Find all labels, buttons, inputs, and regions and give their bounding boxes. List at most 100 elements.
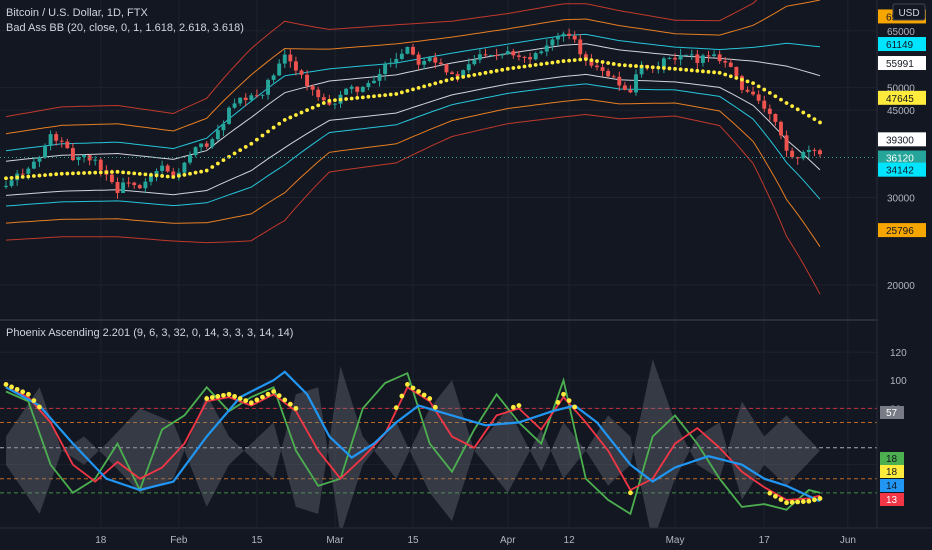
price-badge-label: 34142 [886,166,914,177]
candle-body [149,175,153,182]
osc-signal-dot [276,393,282,399]
basis-dot [522,64,527,69]
basis-dot [31,174,36,178]
basis-dot [277,121,282,126]
basis-dot [388,92,393,97]
osc-signal-dot [561,391,566,397]
candle-body [126,182,131,184]
osc-signal-dot [800,499,806,505]
candle-body [394,58,399,63]
osc-line-green [5,371,821,516]
candle-body [739,76,744,90]
candle-body [734,66,739,77]
basis-dot [617,63,622,67]
basis-dot [795,107,800,112]
osc-signal-dot [767,490,773,496]
candle-body [193,147,198,156]
basis-dot [411,87,415,92]
candle-body [528,57,533,60]
price-badge [878,37,926,52]
basis-dot [717,70,722,75]
candle-body [388,62,393,65]
osc-badge [880,465,904,478]
price-axis-badges: 69495611495599147645393003612013:24:2734… [878,9,926,238]
osc-signal-dot [254,397,260,403]
candle-body [784,135,789,151]
osc-signal-dot [399,393,405,399]
oscillator-pane[interactable] [0,359,877,543]
osc-signal-dot [817,496,823,501]
osc-line-blue [5,370,821,503]
basis-dot [740,77,744,82]
price-tick-label: 30000 [887,194,915,205]
osc-badge-label: 57 [886,408,898,419]
candle-body [316,89,321,98]
osc-signal-dot [282,397,288,403]
candle-body [684,54,689,56]
basis-dot [37,173,42,178]
candle-body [818,150,822,155]
candle-body [539,51,544,54]
basis-dot [204,168,209,173]
candle-body [622,85,627,90]
currency-button[interactable] [892,3,926,21]
candle-body [411,46,415,55]
candle-body [723,61,728,63]
basis-dot [405,88,410,93]
basis-dot [422,84,427,89]
basis-dot [82,171,86,175]
price-pane[interactable] [0,0,875,295]
basis-dot [650,65,655,70]
osc-badge-label: 18 [886,454,898,465]
candle-body [204,143,209,147]
time-axis-label: 12 [564,535,576,546]
basis-dot [193,170,198,175]
candle-body [544,45,549,52]
candle-body [54,134,59,141]
basis-dot [110,170,114,174]
basis-dot [589,58,594,63]
basis-dot [472,72,477,77]
candle-body [639,65,644,75]
candle-body [238,97,243,104]
candle-body [243,97,248,101]
osc-signal-dot [31,398,37,404]
osc-signal-dot [628,490,633,496]
candle-body [751,91,756,95]
basis-dot [9,175,14,180]
basis-dot [266,129,270,134]
basis-dot [706,69,711,74]
candle-body [171,171,176,176]
basis-dot [461,74,466,79]
time-axis-panel[interactable] [0,528,932,550]
candle-body [82,155,87,158]
candle-body [595,65,599,68]
osc-signal-dot [416,389,421,394]
basis-dot [54,172,59,177]
basis-dot [355,96,360,100]
candle-body [154,170,159,176]
candle-body [305,74,310,87]
time-axis-label: 15 [251,535,263,546]
basis-dot [176,174,181,178]
oscillator-area [6,359,820,543]
candlestick-series [4,28,822,199]
band-upper-1.618 [5,33,821,152]
osc-tick-label: 120 [890,348,907,359]
basis-dot [327,98,332,103]
basis-dot [20,175,25,179]
candle-body [416,54,421,65]
band-upper-3.618 [5,0,758,118]
basis-dot [745,79,750,84]
basis-dot [98,170,103,175]
osc-badge-label: 18 [886,467,898,478]
basis-dot [333,98,337,103]
basis-dot [93,170,98,175]
candle-body [516,55,521,57]
price-axis-panel[interactable] [877,0,932,528]
osc-signal-dot [795,499,801,505]
candle-body [589,59,594,66]
candle-body [43,145,47,158]
osc-signal-dot [393,405,399,411]
candle-body [37,157,42,162]
